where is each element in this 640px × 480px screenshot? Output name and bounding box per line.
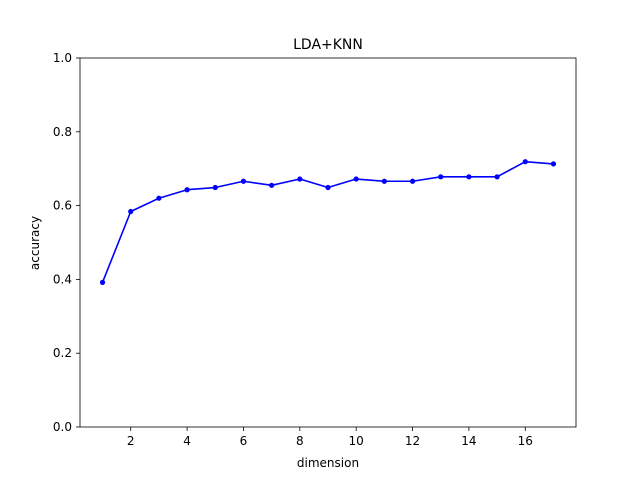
x-tick-label: 2 [127, 434, 135, 448]
x-tick-label: 6 [240, 434, 248, 448]
data-point [240, 178, 247, 184]
y-tick-label: 0.0 [53, 420, 72, 434]
x-tick-label: 8 [296, 434, 304, 448]
data-point [438, 174, 444, 180]
data-point [184, 187, 190, 193]
chart-title: LDA+KNN [293, 37, 363, 53]
x-tick-label: 10 [349, 434, 364, 448]
x-tick-label: 14 [461, 434, 476, 448]
y-tick-label: 0.2 [53, 346, 72, 360]
y-tick-label: 0.6 [53, 199, 72, 213]
data-point [99, 279, 106, 285]
y-axis-label: accuracy [28, 216, 42, 270]
data-point [297, 176, 303, 182]
y-tick-label: 1.0 [53, 51, 72, 65]
y-tick-label: 0.4 [53, 272, 72, 286]
data-point [522, 159, 528, 165]
y-axis-ticks: 0.0 0.2 0.4 0.6 0.8 1.0 [53, 51, 80, 434]
data-point [269, 182, 275, 188]
plot-area-frame [79, 57, 577, 428]
series-layer [99, 159, 557, 285]
data-point [325, 184, 331, 191]
data-point [212, 184, 218, 191]
data-point [409, 178, 416, 184]
data-point [353, 176, 359, 182]
data-point [128, 208, 134, 215]
data-point [494, 174, 500, 180]
y-tick-label: 0.8 [53, 125, 72, 139]
data-point [550, 161, 557, 167]
data-point [156, 195, 162, 201]
x-tick-label: 12 [405, 434, 420, 448]
x-tick-label: 16 [518, 434, 533, 448]
x-axis-ticks: 2 4 6 8 10 12 14 16 [127, 427, 533, 448]
x-tick-label: 4 [183, 434, 191, 448]
x-axis-label: dimension [297, 456, 359, 470]
data-point [381, 178, 387, 184]
data-point [466, 174, 472, 180]
